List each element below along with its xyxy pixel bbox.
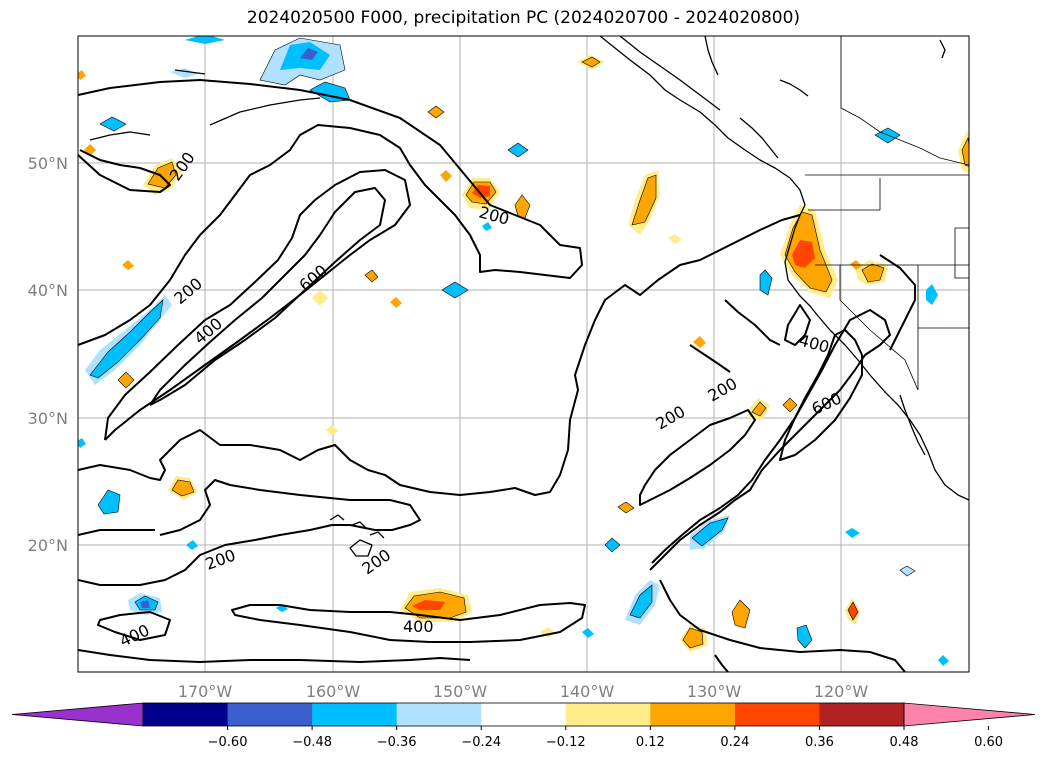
colorbar-segment — [396, 703, 482, 726]
colorbar-tick-label: 0.60 — [974, 735, 1003, 750]
colorbar-extend-high — [903, 702, 1036, 727]
colorbar-tick-label: −0.60 — [208, 735, 248, 750]
colorbar-tick-label: −0.48 — [292, 735, 332, 750]
contour-label: 400 — [403, 617, 434, 636]
lon-tick-label: 170°W — [178, 682, 233, 701]
plot-frame — [77, 35, 970, 673]
colorbar-tick-label: 0.24 — [720, 735, 749, 750]
colorbar-extend-low — [11, 702, 144, 727]
lon-tick-label: 120°W — [814, 682, 869, 701]
colorbar-tick-label: −0.36 — [377, 735, 417, 750]
colorbar-tick-label: 0.48 — [890, 735, 919, 750]
lat-tick-label: 50°N — [28, 154, 68, 173]
colorbar-segment — [819, 703, 905, 726]
colorbar-segment — [481, 703, 567, 726]
lon-tick-label: 130°W — [687, 682, 742, 701]
colorbar-segment — [650, 703, 736, 726]
colorbar-tick-label: 0.36 — [805, 735, 834, 750]
lon-tick-label: 160°W — [306, 682, 361, 701]
lon-tick-label: 150°W — [433, 682, 488, 701]
colorbar-tick-label: 0.12 — [636, 735, 665, 750]
lon-tick-label: 140°W — [560, 682, 615, 701]
latitude-ticks: 50°N 40°N 30°N 20°N — [28, 154, 68, 555]
colorbar: −0.60 −0.48 −0.36 −0.24 −0.12 0.12 0.24 0.36 0.4… — [11, 702, 1036, 750]
political-borders — [805, 36, 969, 391]
colorbar-segment — [734, 703, 820, 726]
gridlines — [78, 36, 969, 672]
colorbar-segment — [143, 703, 229, 726]
longitude-ticks: 170°W 160°W 150°W 140°W 130°W 120°W — [178, 682, 869, 701]
positive-anomaly-shading — [78, 55, 969, 652]
map-title: 2024020500 F000, precipitation PC (20240… — [246, 8, 801, 28]
colorbar-outline — [142, 702, 905, 727]
colorbar-segment — [565, 703, 651, 726]
plot-area — [78, 36, 969, 672]
colorbar-tick-label: −0.12 — [546, 735, 586, 750]
contour-lines — [78, 79, 916, 672]
colorbar-segment — [312, 703, 398, 726]
colorbar-tick-label: −0.24 — [461, 735, 501, 750]
lat-tick-label: 20°N — [28, 536, 68, 555]
negative-anomaly-shading — [78, 36, 949, 666]
lat-tick-label: 40°N — [28, 281, 68, 300]
colorbar-segment — [227, 703, 313, 726]
coastlines — [89, 36, 969, 557]
lat-tick-label: 30°N — [28, 409, 68, 428]
